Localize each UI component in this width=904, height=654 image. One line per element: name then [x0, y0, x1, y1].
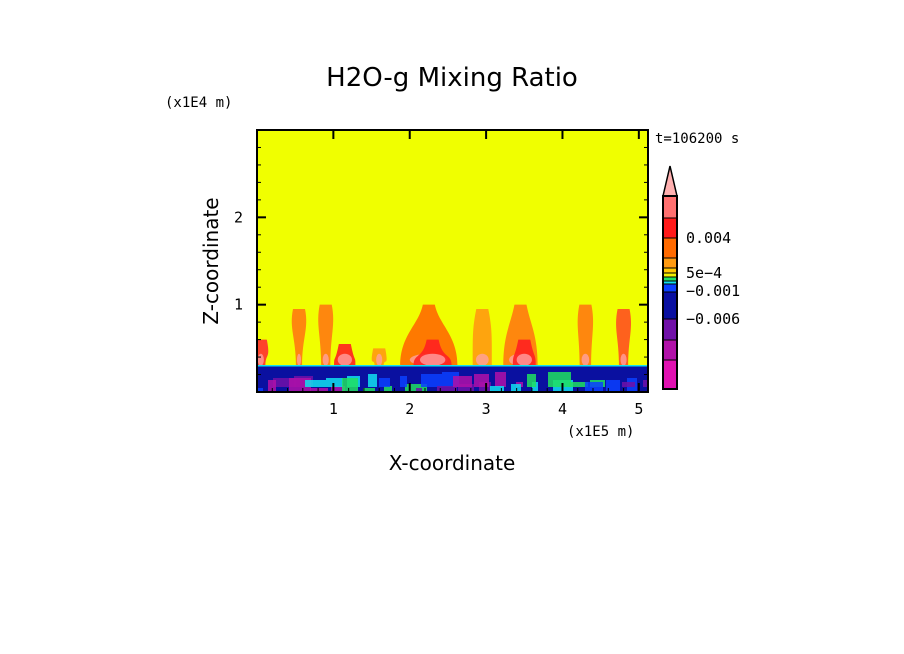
- boundary-layer-cell: [273, 378, 296, 387]
- boundary-layer-cell: [379, 378, 390, 387]
- boundary-layer-cell: [305, 380, 326, 387]
- plume: [472, 309, 492, 366]
- boundary-layer-cell: [458, 384, 474, 392]
- colorbar-segment: [662, 272, 678, 278]
- plume-core: [516, 353, 532, 366]
- boundary-layer-cell: [495, 372, 506, 387]
- boundary-layer-cell: [384, 386, 392, 392]
- chart-title: H2O-g Mixing Ratio: [326, 63, 578, 93]
- plume-core: [475, 353, 489, 366]
- plume-core: [337, 353, 352, 366]
- colorbar-segment: [662, 359, 678, 390]
- boundary-layer-cell: [368, 374, 377, 387]
- contour-field: [257, 130, 648, 392]
- colorbar-segment: [662, 339, 678, 361]
- plume: [400, 304, 458, 366]
- x-axis-label: X-coordinate: [389, 451, 516, 475]
- x-tick-label: 3: [482, 400, 491, 418]
- field-group: [257, 130, 648, 392]
- plume-core: [376, 353, 383, 366]
- x-tick-label: 4: [558, 400, 567, 418]
- plume-core: [296, 353, 302, 366]
- boundary-layer-cell: [268, 380, 276, 392]
- boundary-layer-cell: [326, 378, 343, 387]
- colorbar-segment: [662, 291, 678, 320]
- boundary-layer-cell: [643, 380, 648, 387]
- colorbar-segment: [662, 195, 678, 219]
- colorbar-segment: [662, 318, 678, 341]
- boundary-layer-cell: [342, 378, 358, 392]
- y-tick-label: 1: [234, 296, 243, 314]
- boundary-layer-cell: [437, 386, 457, 392]
- time-label: t=106200 s: [655, 131, 739, 147]
- colorbar-segment: [662, 257, 678, 269]
- colorbar-segment: [662, 276, 678, 282]
- boundary-layer-cell: [511, 384, 521, 392]
- boundary-layer-cell: [548, 372, 571, 387]
- plume-core: [620, 353, 627, 366]
- plume-core: [257, 353, 264, 366]
- plume: [291, 309, 307, 366]
- colorbar-segment: [662, 267, 678, 274]
- boundary-layer-cell: [400, 376, 407, 387]
- boundary-layer-cell: [363, 388, 375, 392]
- plume-core: [322, 353, 329, 366]
- x-unit-label: (x1E5 m): [567, 424, 634, 440]
- boundary-layer-cell: [257, 388, 263, 392]
- x-tick-label: 5: [634, 400, 643, 418]
- plume: [318, 304, 334, 366]
- colorbar-frame: [662, 195, 678, 390]
- colorbar-triangle: [662, 165, 678, 197]
- colorbar-label: 0.004: [686, 229, 731, 247]
- colorbar-label: −0.001: [686, 282, 740, 300]
- boundary-layer-cell: [416, 388, 422, 392]
- colorbar: 0.004 5e−4−0.001 −0.006: [662, 165, 740, 390]
- colorbar-segment: [662, 237, 678, 259]
- boundary-layer-cell: [331, 386, 345, 392]
- colorbar-segment: [662, 217, 678, 239]
- boundary-layer-cell: [569, 382, 588, 387]
- plot-frame: [256, 129, 649, 393]
- y-axis-label: Z-coordinate: [199, 197, 223, 324]
- x-tick-label: 2: [405, 400, 414, 418]
- plume: [616, 309, 632, 366]
- plume-core: [581, 353, 590, 366]
- y-unit-label: (x1E4 m): [165, 95, 232, 111]
- boundary-layer-cell: [527, 374, 536, 387]
- colorbar-label: 5e−4: [686, 264, 722, 282]
- plume: [577, 304, 594, 366]
- axes: 1 2 3 4 5 1 2: [234, 129, 649, 418]
- boundary-layer-cell: [622, 382, 635, 387]
- boundary-layer-cell: [310, 388, 328, 392]
- y-tick-label: 2: [234, 208, 243, 226]
- x-tick-label: 1: [329, 400, 338, 418]
- plume-core: [419, 353, 446, 366]
- boundary-layer-cell: [490, 386, 504, 392]
- boundary-layer-cell: [421, 374, 442, 387]
- colorbar-segment: [662, 283, 678, 293]
- boundary-layer-cell: [606, 380, 620, 392]
- colorbar-label: −0.006: [686, 310, 740, 328]
- boundary-layer-cell: [453, 376, 472, 387]
- boundary-layer-cell: [585, 382, 603, 392]
